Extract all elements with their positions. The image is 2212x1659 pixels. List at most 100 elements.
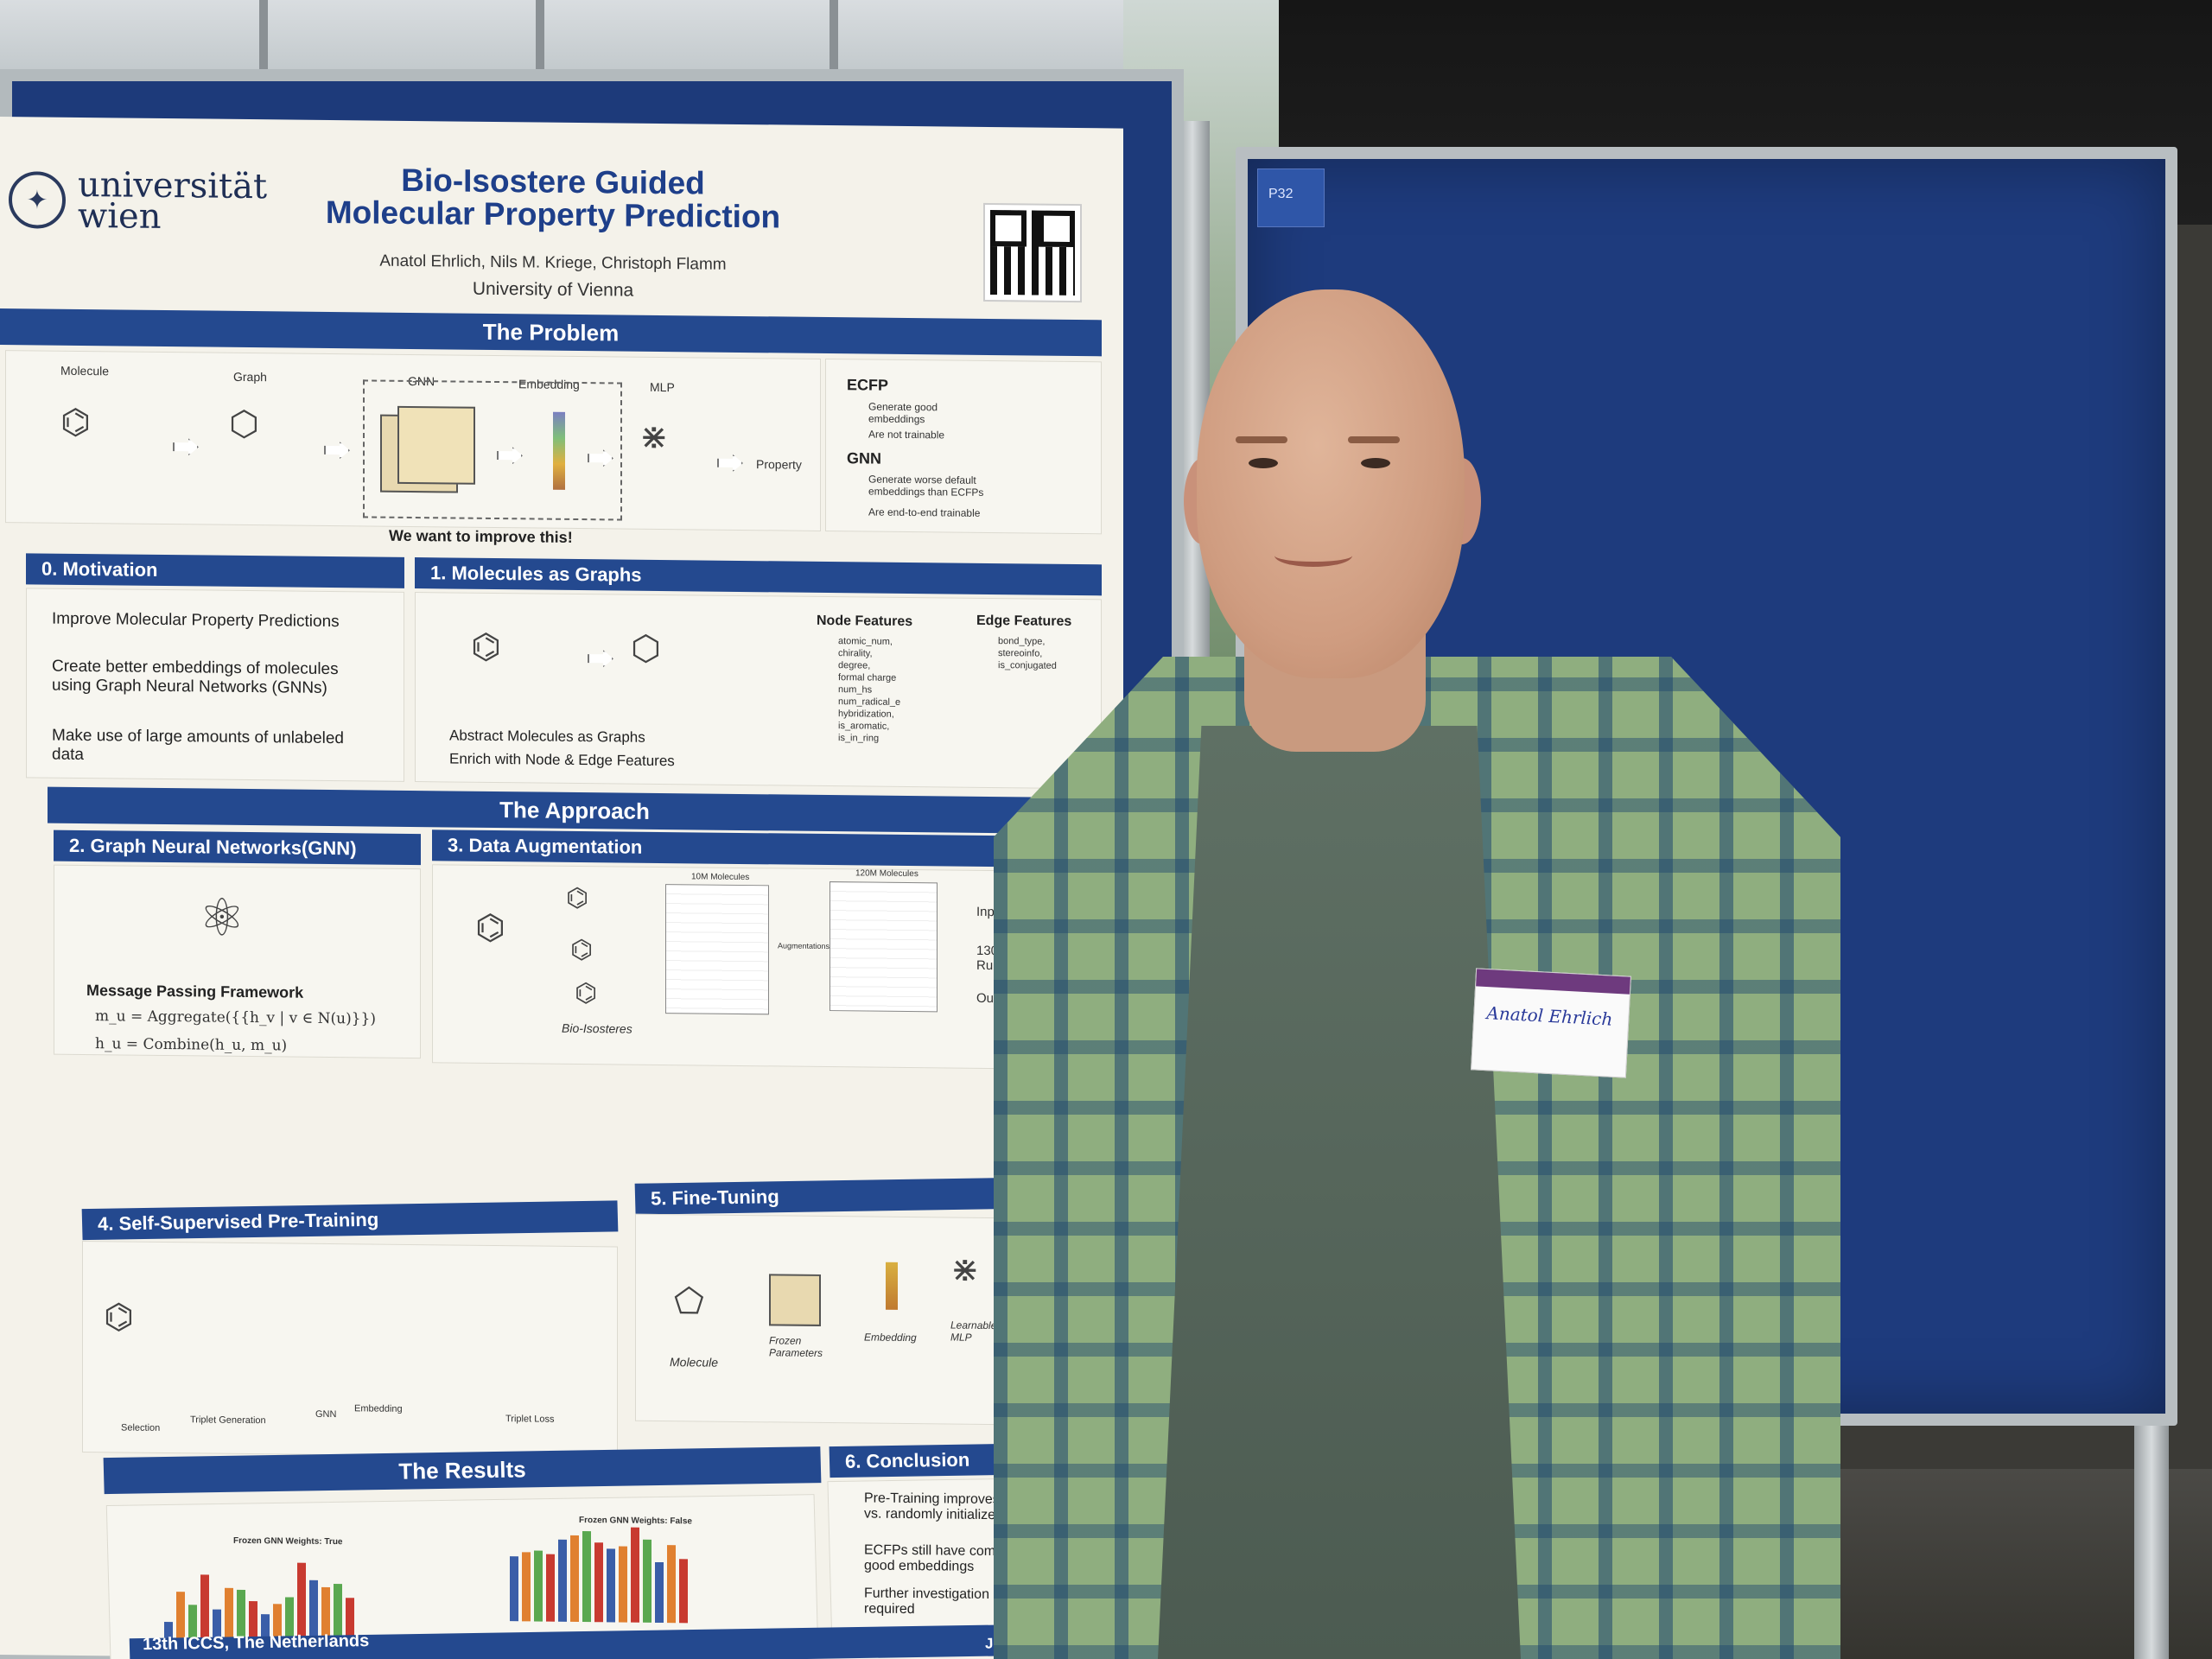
mlp-network-icon: ⋇ <box>950 1250 980 1289</box>
label-mlp: MLP <box>650 379 675 395</box>
embedding-bar-icon <box>553 411 565 490</box>
graph-icon: ⬡ <box>631 629 661 669</box>
chart-bar <box>558 1539 567 1622</box>
benzoic-acid-icon: ⌬ <box>471 627 501 667</box>
research-poster: ✦ universität wien Bio-Isostere Guided M… <box>0 117 1123 1659</box>
results-chart-2 <box>510 1522 688 1624</box>
label-10m: 10M Molecules <box>691 872 750 883</box>
node-feature-item: atomic_num, <box>838 636 893 647</box>
edge-feature-item: is_conjugated <box>998 660 1057 671</box>
equation-1: m_u = Aggregate({{h_v | v ∈ N(u)}}) <box>95 1007 376 1028</box>
node-feature-item: degree, <box>838 660 871 671</box>
chart-bar <box>570 1535 579 1623</box>
ecfp-heading: ECFP <box>847 376 889 394</box>
board-tag: P32 <box>1257 168 1325 227</box>
molecules-graphs-heading: 1. Molecules as Graphs <box>415 557 1102 596</box>
chart-bar <box>534 1550 543 1622</box>
chart-bar <box>225 1587 233 1640</box>
chart-bar <box>522 1552 531 1622</box>
benzoic-acid-icon: ⌬ <box>60 403 91 442</box>
motivation-bullet-2: Create better embeddings of molecules us… <box>52 657 339 697</box>
results-chart-1 <box>164 1544 354 1642</box>
dataset-table-10m <box>665 884 769 1015</box>
title-line-2: Molecular Property Prediction <box>325 194 781 235</box>
selection-label: Selection <box>121 1422 161 1433</box>
dataset-table-120m <box>830 881 938 1013</box>
graphs-bullet-2: Enrich with Node & Edge Features <box>449 750 675 770</box>
gnn-heading: GNN <box>847 449 881 467</box>
bio-isostere-icon: ⌬ <box>566 883 589 913</box>
node-feature-item: hybridization, <box>838 709 894 720</box>
message-passing-graph-icon: ⚛ <box>199 888 245 947</box>
chart-bar <box>679 1559 688 1624</box>
chart-bar <box>297 1562 306 1641</box>
graph-icon: ⬡ <box>229 404 259 444</box>
molecule-icon: ⌬ <box>475 908 505 948</box>
badge-name: Anatol Ehrlich <box>1485 1002 1613 1030</box>
right-eyebrow <box>1348 436 1400 443</box>
motivation-bullet-1: Improve Molecular Property Predictions <box>52 609 340 632</box>
label-molecule: Molecule <box>60 363 110 378</box>
node-feature-item: num_hs <box>838 684 873 696</box>
edge-feature-item: stereoinfo, <box>998 648 1043 659</box>
problem-banner: The Problem <box>0 308 1102 357</box>
node-features-title: Node Features <box>817 613 913 630</box>
university-logo: ✦ universität wien <box>9 164 268 237</box>
edge-feature-item: bond_type, <box>998 636 1046 647</box>
chart-bar <box>200 1574 209 1640</box>
node-feature-item: is_aromatic, <box>838 721 890 732</box>
qr-code-icon <box>983 202 1082 303</box>
mpf-label: Message Passing Framework <box>86 982 304 1001</box>
molecule-icon: ⌬ <box>104 1298 134 1337</box>
bio-isosteres-label: Bio-Isosteres <box>562 1020 632 1036</box>
left-eyebrow <box>1236 436 1287 443</box>
edge-features-title: Edge Features <box>976 613 1072 629</box>
frozen-gnn-icon <box>769 1274 821 1326</box>
motivation-heading: 0. Motivation <box>26 553 404 588</box>
name-badge: Anatol Ehrlich <box>1471 968 1631 1078</box>
chart-bar <box>607 1548 615 1623</box>
finetune-molecule-label: Molecule <box>670 1355 719 1370</box>
edge-features-list: bond_type, stereoinfo, is_conjugated <box>998 635 1057 672</box>
embedding-bar-icon <box>886 1262 898 1310</box>
poster-authors: Anatol Ehrlich, Nils M. Kriege, Christop… <box>379 251 727 274</box>
person-head <box>1197 289 1465 678</box>
seal-icon: ✦ <box>9 171 66 229</box>
motivation-bullet-3: Make use of large amounts of unlabeled d… <box>52 726 344 765</box>
gnn-section-heading: 2. Graph Neural Networks(GNN) <box>54 830 421 866</box>
chart-bar <box>176 1592 185 1640</box>
chart-bar <box>655 1561 664 1624</box>
chart-bar <box>619 1546 627 1623</box>
graphs-bullet-1: Abstract Molecules as Graphs <box>449 727 645 746</box>
mlp-network-icon: ⋇ <box>639 417 669 457</box>
finetune-embedding-label: Embedding <box>864 1331 917 1344</box>
chart-bar <box>667 1545 676 1624</box>
bio-isostere-icon: ⌬ <box>575 978 598 1008</box>
approach-banner: The Approach <box>48 786 1102 835</box>
augmentations-label: Augmentations <box>778 941 830 951</box>
improve-text: We want to improve this! <box>389 526 573 546</box>
green-tshirt <box>1158 726 1521 1659</box>
triplet-loss-label: Triplet Loss <box>505 1414 555 1425</box>
bio-isostere-icon: ⌬ <box>570 935 594 965</box>
poster-affiliation: University of Vienna <box>472 278 634 301</box>
chart-bar <box>631 1527 639 1623</box>
node-feature-item: chirality, <box>838 648 873 659</box>
gnn-bullet-2: Are end-to-end trainable <box>868 505 981 519</box>
equation-2: h_u = Combine(h_u, m_u) <box>95 1035 288 1055</box>
label-graph: Graph <box>233 369 267 385</box>
poster-title: Bio-Isostere Guided Molecular Property P… <box>259 162 847 235</box>
molecule-icon: ⬠ <box>674 1282 704 1321</box>
gnn-bullet-1: Generate worse default embeddings than E… <box>868 473 984 499</box>
chart-bar <box>582 1531 591 1623</box>
triplet-generation-label: Triplet Generation <box>190 1414 266 1427</box>
node-feature-item: is_in_ring <box>838 733 880 744</box>
pretraining-heading: 4. Self-Supervised Pre-Training <box>81 1200 619 1241</box>
smile <box>1274 544 1352 567</box>
node-features-list: atomic_num, chirality, degree, formal charg… <box>838 635 900 745</box>
logo-text: universität wien <box>78 164 268 237</box>
gnn-label: GNN <box>315 1408 337 1421</box>
node-feature-item: formal charge <box>838 672 897 683</box>
ecfp-bullet-1: Generate good embeddings <box>868 400 938 426</box>
chart-bar <box>546 1554 555 1622</box>
